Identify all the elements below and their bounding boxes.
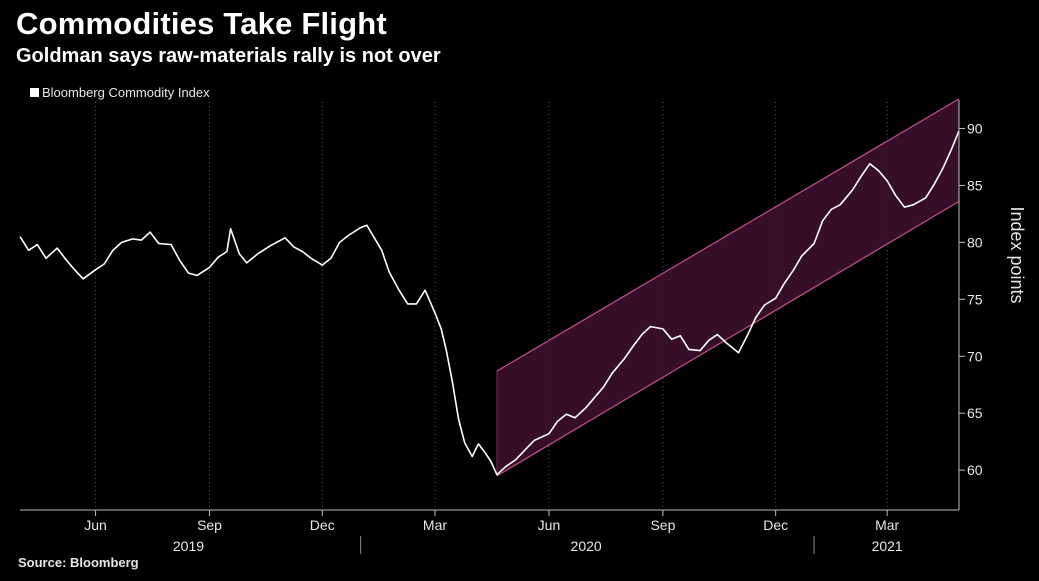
y-tick-label: 80 [967, 234, 983, 250]
chart-title: Commodities Take Flight [16, 6, 387, 41]
year-label: 2019 [173, 538, 204, 554]
y-tick-label: 70 [967, 348, 983, 364]
series-line [19, 130, 960, 476]
trend-channel-upper-line [496, 98, 960, 372]
x-tick-label: Dec [763, 517, 788, 533]
source-note: Source: Bloomberg [18, 555, 139, 570]
x-tick-label: Jun [538, 517, 561, 533]
legend-swatch [30, 87, 39, 97]
x-tick-label: Dec [310, 517, 335, 533]
trend-channel-band [496, 98, 959, 476]
x-tick-label: Mar [423, 517, 447, 533]
x-tick-label: Mar [875, 517, 899, 533]
trend-channel-lower-line [496, 200, 960, 477]
x-tick-label: Sep [650, 517, 675, 533]
year-label: 2020 [571, 538, 602, 554]
y-tick-label: 65 [967, 405, 983, 421]
x-tick-label: Jun [84, 517, 107, 533]
legend-label: Bloomberg Commodity Index [42, 84, 210, 100]
y-tick-label: 85 [967, 177, 983, 193]
chart-subtitle: Goldman says raw-materials rally is not … [16, 45, 441, 67]
y-tick-label: 75 [967, 291, 983, 307]
legend: Bloomberg Commodity Index [30, 84, 210, 100]
y-axis-title: Index points [1007, 206, 1027, 303]
x-tick-label: Sep [197, 517, 222, 533]
y-tick-label: 60 [967, 462, 983, 478]
y-tick-label: 90 [967, 120, 983, 136]
year-label: 2021 [872, 538, 903, 554]
